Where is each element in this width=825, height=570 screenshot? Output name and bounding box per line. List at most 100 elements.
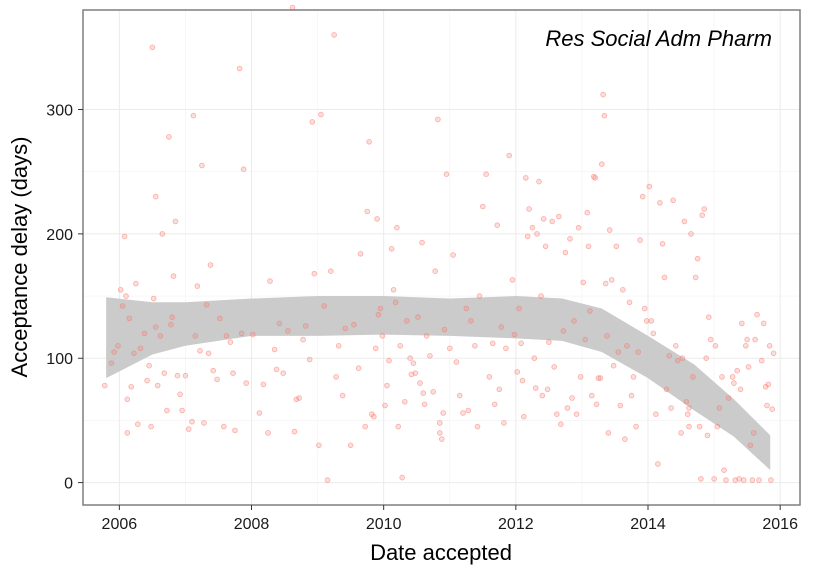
data-point [699,212,705,219]
data-point [752,336,758,343]
data-point [571,318,577,324]
data-point [438,436,445,442]
data-point [131,350,137,357]
data-point [161,370,168,377]
data-point [420,390,427,396]
data-point [201,420,207,426]
data-point [663,386,670,393]
data-point [394,224,400,231]
data-point [144,377,150,384]
data-point [670,197,676,204]
data-point [440,410,447,416]
data-point [386,357,392,364]
data-point [501,420,507,426]
data-point [736,476,742,482]
data-point [342,325,349,332]
data-point [567,236,573,242]
data-point [265,430,271,436]
data-point [267,278,273,284]
data-point [750,430,757,436]
data-point [296,395,302,401]
data-point [694,255,701,262]
data-point [557,421,564,428]
data-point [302,323,309,329]
data-point [569,395,575,401]
data-point [174,372,181,379]
data-point [419,239,425,246]
data-point [355,365,362,372]
data-point [427,352,433,359]
data-point [544,386,551,393]
journal-annotation: Res Social Adm Pharm [545,26,772,51]
data-point [210,367,217,374]
data-point [306,356,313,363]
data-point [719,374,725,380]
data-point [197,347,203,354]
data-point [766,342,773,349]
data-point [542,243,549,250]
data-point [333,374,339,380]
data-point [194,283,201,289]
data-point [704,432,711,439]
data-point [148,423,154,430]
data-point [626,299,633,306]
data-point [605,430,612,436]
data-point [731,380,737,386]
x-axis-title: Date accepted [370,540,512,565]
data-point [157,333,164,339]
data-point [597,375,604,381]
data-point [379,333,386,339]
data-point [598,161,605,168]
data-point [347,442,354,449]
data-point [256,410,263,416]
data-point [436,430,443,436]
data-point [655,461,661,467]
data-point [648,318,655,324]
data-point [227,339,234,345]
data-point [441,326,448,333]
data-point [374,216,380,222]
data-point [243,380,250,386]
data-point [397,342,404,349]
data-point [624,342,630,349]
data-point [549,218,555,225]
data-point [536,178,542,185]
data-point [531,355,538,362]
data-point [768,477,774,483]
data-point [154,382,161,389]
data-point [711,476,717,482]
data-point [534,231,540,237]
data-point [732,477,738,483]
data-point [133,280,139,287]
data-point [734,367,740,374]
data-point [250,331,256,338]
data-point [539,392,546,399]
data-point [435,116,441,123]
panel-border [82,9,801,506]
data-point [362,423,369,430]
data-point [285,328,291,334]
data-point [460,410,466,416]
data-point [564,405,571,411]
data-point [600,91,606,98]
data-point [199,162,205,169]
data-point [770,350,777,357]
data-point [684,411,691,418]
data-point [716,405,723,411]
data-point [758,357,765,364]
data-point [108,360,115,367]
data-point [463,305,470,312]
data-point [707,336,714,343]
data-point [311,270,318,277]
data-point [740,477,747,483]
data-point [489,340,496,347]
data-point [273,366,280,373]
data-point [364,208,371,215]
data-point [506,152,513,159]
data-point [729,374,736,380]
x-tick-label: 2008 [234,516,270,533]
data-point [560,328,567,334]
data-point [686,423,692,430]
data-point [637,237,643,243]
